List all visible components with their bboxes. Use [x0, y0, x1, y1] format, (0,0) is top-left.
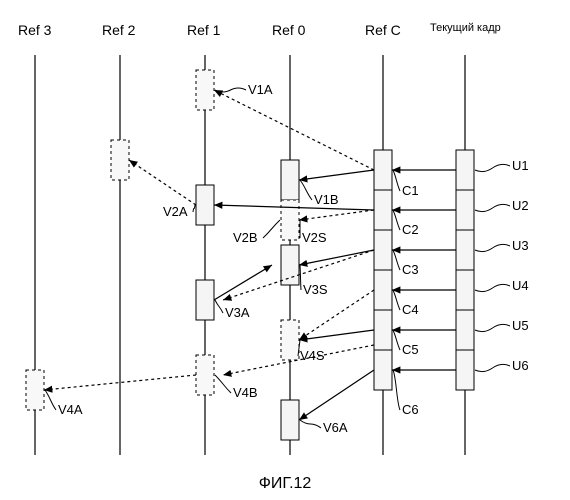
- annotation-label: U1: [512, 158, 529, 173]
- annotation-label: V3A: [225, 305, 250, 320]
- annotation-label: U3: [512, 238, 529, 253]
- annotation-label: U4: [512, 278, 529, 293]
- annotation-label: V2B: [233, 230, 258, 245]
- figure-caption: ФИГ.12: [259, 475, 312, 493]
- annotation-label: V4A: [58, 402, 83, 417]
- annotation-label: C3: [402, 262, 419, 277]
- annotation-label: U5: [512, 318, 529, 333]
- annotation-label: C4: [402, 302, 419, 317]
- annotation-label: V1A: [248, 82, 273, 97]
- annotation-label: U6: [512, 358, 529, 373]
- column-header: Ref C: [365, 22, 401, 38]
- annotation-label: V6A: [323, 420, 348, 435]
- column-header: Ref 1: [187, 22, 220, 38]
- annotation-label: V1B: [314, 192, 339, 207]
- diagram-svg: [0, 0, 570, 500]
- annotation-label: V2A: [163, 204, 188, 219]
- column-header: Ref 2: [102, 22, 135, 38]
- annotation-label: U2: [512, 198, 529, 213]
- column-header: Текущий кадр: [430, 22, 501, 34]
- diagram-canvas: Ref 3 Ref 2 Ref 1 Ref 0 Ref C Текущий кадр V1A…: [0, 0, 570, 500]
- annotation-label: C5: [402, 342, 419, 357]
- annotation-label: V2S: [302, 230, 327, 245]
- column-header: Ref 3: [18, 22, 51, 38]
- annotation-label: V3S: [303, 282, 328, 297]
- annotation-label: C2: [402, 222, 419, 237]
- annotation-label: V4S: [300, 348, 325, 363]
- column-header: Ref 0: [272, 22, 305, 38]
- annotation-label: C6: [402, 402, 419, 417]
- annotation-label: C1: [402, 183, 419, 198]
- annotation-label: V4B: [233, 385, 258, 400]
